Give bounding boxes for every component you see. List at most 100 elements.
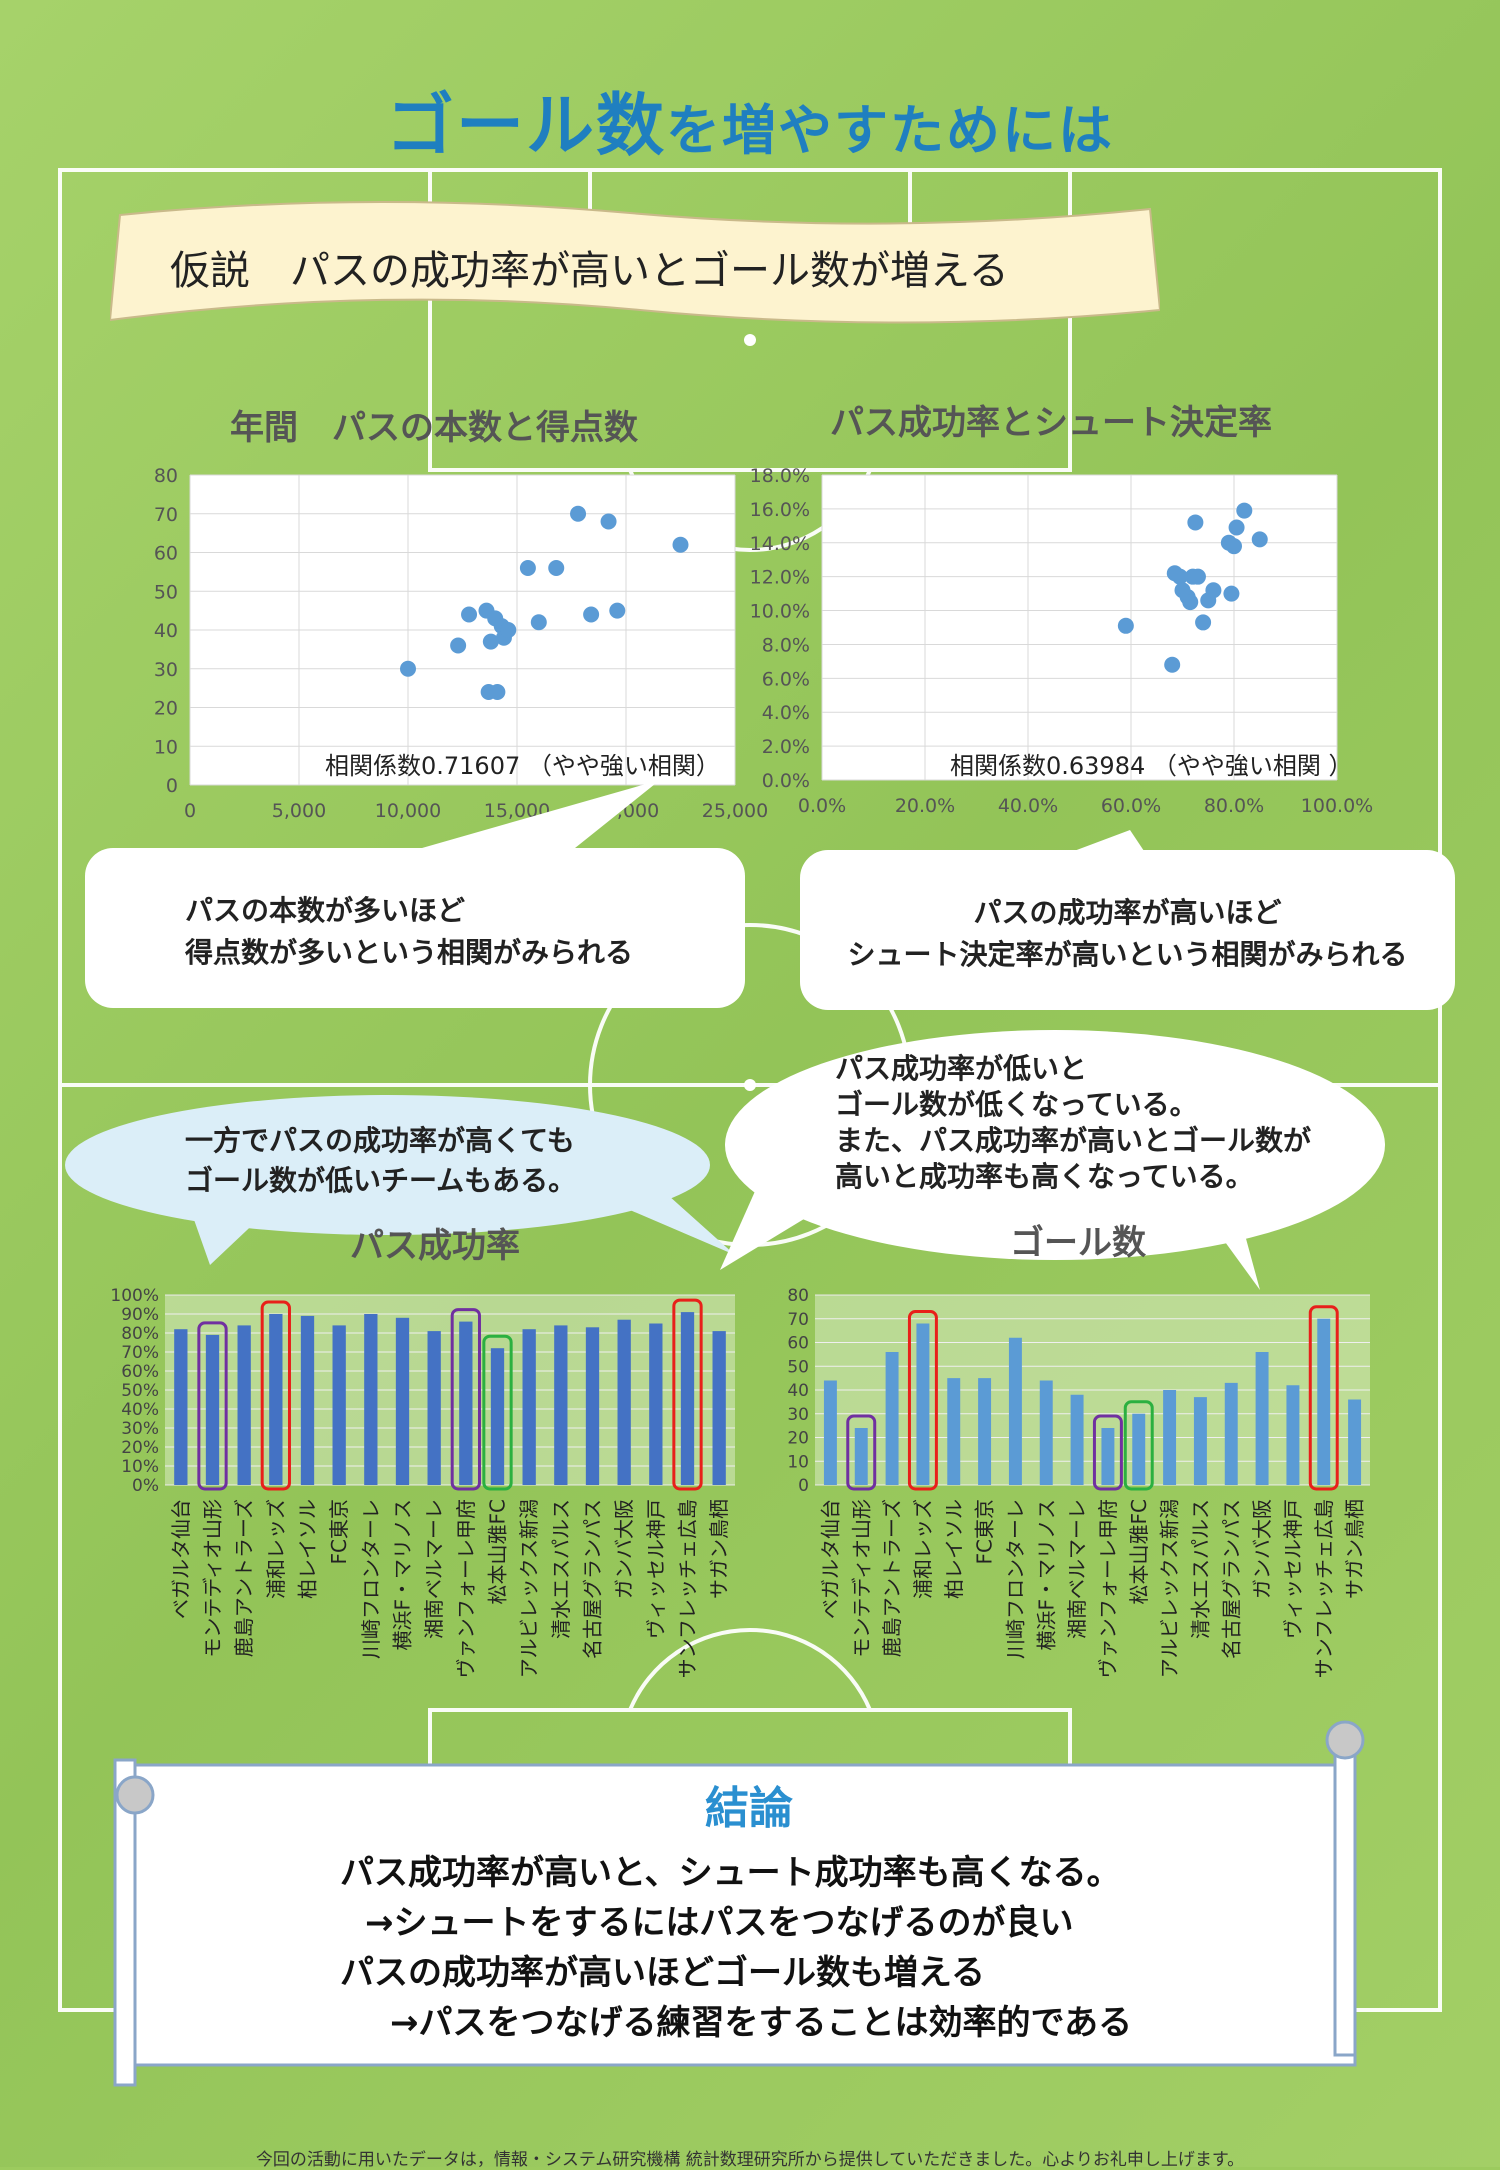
bar <box>1039 1380 1053 1485</box>
bar <box>1163 1390 1177 1485</box>
x-tick-label: 川崎フロンターレ <box>359 1499 383 1659</box>
bar <box>1070 1394 1084 1485</box>
y-tick-label: 10.0% <box>750 601 810 623</box>
x-tick-label: 10,000 <box>375 800 441 822</box>
y-tick-label: 70% <box>121 1343 159 1363</box>
y-tick-label: 60 <box>154 543 178 565</box>
bar <box>237 1325 251 1485</box>
bubble-passrate <box>800 850 1455 1010</box>
bubble-passrate-line2: シュート決定率が高いという相関がみられる <box>847 938 1408 971</box>
chart4-title: ゴール数 <box>1010 1223 1146 1263</box>
bar <box>585 1327 600 1485</box>
x-tick-label: ヴィッセル神戸 <box>1281 1499 1305 1639</box>
x-tick-label: ヴィッセル神戸 <box>644 1499 668 1639</box>
y-tick-label: 70 <box>154 504 178 526</box>
y-tick-label: 2.0% <box>762 736 810 758</box>
conclusion-line3: パスの成功率が高いほどゴール数も増える <box>340 1953 985 1993</box>
y-tick-label: 10 <box>787 1452 809 1472</box>
bar <box>1193 1397 1207 1485</box>
data-point <box>1223 585 1240 602</box>
bar <box>1255 1352 1269 1485</box>
x-tick-label: 0 <box>184 800 196 822</box>
bubble-goalrate-line1: パス成功率が低いと <box>835 1052 1088 1085</box>
bar <box>1286 1385 1300 1485</box>
bubble-goalrate <box>725 1030 1385 1260</box>
x-tick-label: 25,000 <box>702 800 768 822</box>
x-tick-label: FC東京 <box>973 1499 997 1564</box>
hypothesis-banner <box>110 200 1160 324</box>
x-tick-label: 80.0% <box>1204 795 1264 817</box>
conclusion-line4: →パスをつなげる練習をすることは効率的である <box>390 2003 1133 2043</box>
y-tick-label: 14.0% <box>750 533 810 555</box>
bar <box>1224 1382 1238 1485</box>
bar <box>554 1325 568 1485</box>
data-point <box>1117 617 1134 634</box>
y-tick-label: 10% <box>121 1457 159 1477</box>
y-tick-label: 80 <box>787 1286 809 1306</box>
data-point <box>519 560 536 576</box>
y-tick-label: 18.0% <box>750 465 810 487</box>
bar <box>332 1325 346 1485</box>
y-tick-label: 16.0% <box>750 499 810 521</box>
y-tick-label: 30% <box>121 1419 159 1439</box>
bubble-passes-line1: パスの本数が多いほど <box>185 894 466 927</box>
data-point <box>1171 568 1188 585</box>
data-point <box>530 614 547 631</box>
y-tick-label: 50% <box>121 1381 159 1401</box>
y-tick-label: 8.0% <box>762 634 810 656</box>
y-tick-label: 4.0% <box>762 702 810 724</box>
bar <box>1132 1413 1146 1485</box>
x-tick-label: 湘南ベルマーレ <box>422 1499 446 1639</box>
conclusion-title: 結論 <box>705 1783 793 1834</box>
bar <box>712 1331 726 1485</box>
bubble-lowgoal-line1: 一方でパスの成功率が高くても <box>185 1124 575 1157</box>
y-tick-label: 40% <box>121 1400 159 1420</box>
highlight-box <box>1308 1305 1339 1491</box>
data-point <box>583 606 600 623</box>
y-tick-label: 50 <box>154 581 178 603</box>
chart1-title: 年間 パスの本数と得点数 <box>230 408 638 448</box>
x-tick-label: サンフレッチェ広島 <box>676 1499 700 1678</box>
x-tick-label: 5,000 <box>272 800 326 822</box>
x-tick-label: モンテディオ山形 <box>849 1499 873 1658</box>
x-tick-label: 60.0% <box>1101 795 1161 817</box>
x-tick-label: 川崎フロンターレ <box>1003 1499 1027 1659</box>
y-tick-label: 80% <box>121 1324 159 1344</box>
y-tick-label: 0 <box>166 775 178 797</box>
data-point <box>1226 538 1242 555</box>
plot-area <box>815 1295 1370 1485</box>
bar <box>854 1428 868 1485</box>
bar <box>649 1323 663 1485</box>
bar <box>490 1348 505 1485</box>
hypothesis-text: 仮説 パスの成功率が高いとゴール数が増える <box>170 248 1009 294</box>
y-tick-label: 30 <box>154 659 178 681</box>
x-tick-label: アルビレックス新潟 <box>517 1499 541 1678</box>
bubble-goalrate-line2: ゴール数が低くなっている。 <box>835 1088 1198 1121</box>
conclusion-line2: →シュートをするにはパスをつなげるのが良い <box>365 1903 1074 1943</box>
bar <box>522 1329 536 1485</box>
data-point <box>450 637 467 654</box>
y-tick-label: 6.0% <box>762 668 810 690</box>
bar <box>1008 1337 1022 1485</box>
y-tick-label: 40 <box>154 620 178 642</box>
x-tick-label: 40.0% <box>998 795 1058 817</box>
x-tick-label: サガン鳥栖 <box>1343 1499 1367 1599</box>
bar <box>459 1321 473 1485</box>
x-tick-label: 清水エスパルス <box>549 1499 573 1639</box>
bubble-passes-line2: 得点数が多いという相関がみられる <box>185 936 634 969</box>
highlight-box <box>1092 1414 1123 1491</box>
bar <box>174 1329 188 1485</box>
data-point <box>600 513 617 530</box>
y-tick-label: 100% <box>110 1286 159 1306</box>
plot-area <box>165 1295 735 1485</box>
y-tick-label: 20 <box>154 698 178 720</box>
bubble-goalrate-line4: 高いと成功率も高くなっている。 <box>835 1160 1254 1193</box>
data-point <box>500 622 517 638</box>
data-point <box>1182 594 1199 611</box>
conclusion-scroll <box>113 1720 1365 2087</box>
highlight-box <box>1123 1400 1154 1491</box>
x-tick-label: 浦和レッズ <box>264 1499 288 1599</box>
